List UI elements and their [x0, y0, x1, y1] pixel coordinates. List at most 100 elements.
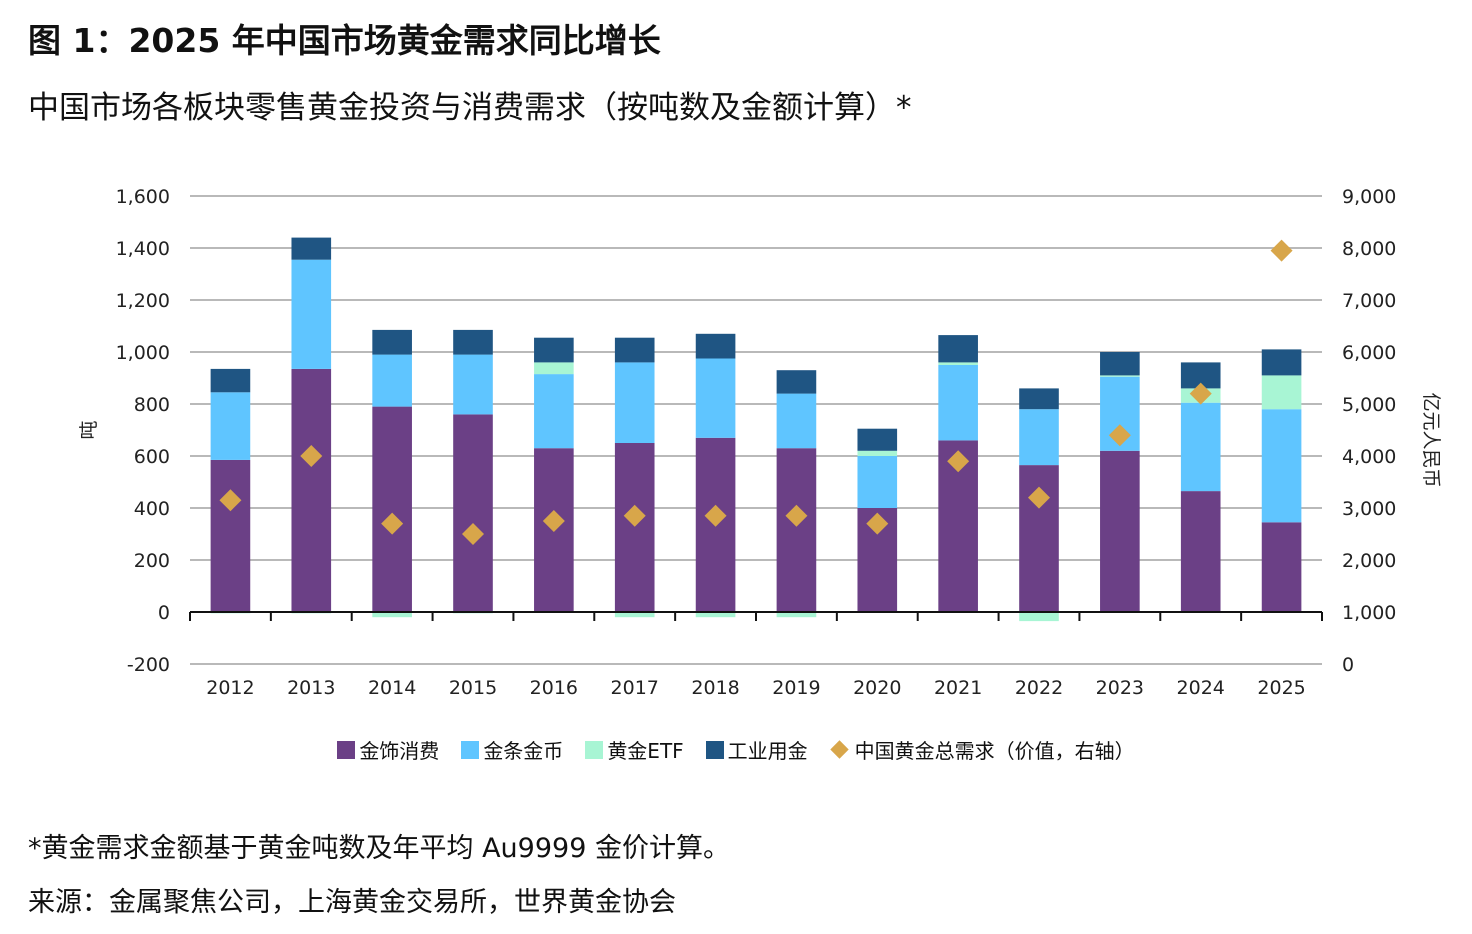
- value-marker: [623, 504, 646, 527]
- x-tick-label: 2013: [287, 677, 335, 699]
- legend-swatch-value: [829, 740, 849, 759]
- bar-etf: [1019, 612, 1059, 622]
- bar-jewellery: [614, 443, 655, 612]
- bar-etf: [776, 612, 817, 618]
- y-tick-label-right: 5,000: [1342, 394, 1396, 416]
- y-tick-label-left: 1,400: [116, 238, 170, 260]
- bar-bar_coin: [857, 456, 898, 508]
- bar-etf: [938, 362, 978, 365]
- x-tick-label: 2012: [206, 677, 254, 699]
- y-tick-label-left: 1,600: [116, 186, 170, 208]
- legend-label-industrial: 工业用金: [727, 739, 808, 763]
- bar-industrial: [210, 368, 251, 393]
- axes: [189, 611, 1323, 621]
- bar-jewellery: [1261, 522, 1302, 612]
- bar-jewellery: [372, 406, 412, 612]
- legend: 金饰消费 金条金币 黄金ETF 工业用金 中国黄金总需求（价值，右轴）: [0, 735, 1472, 764]
- y-tick-label-right: 2,000: [1342, 550, 1396, 572]
- bar-bar_coin: [776, 393, 817, 449]
- bar-bar_coin: [210, 392, 251, 460]
- chart: 1,600 1,400 1,200 1,000 800 600 400 200 0 -200 9,0…: [78, 186, 1442, 699]
- y-tick-label-left: 0: [158, 602, 170, 624]
- x-tick-label: 2017: [611, 677, 659, 699]
- legend-item-industrial: 工业用金: [705, 735, 808, 764]
- bar-industrial: [291, 237, 332, 260]
- value-marker: [1028, 486, 1050, 509]
- y-tick-label-right: 3,000: [1342, 498, 1396, 520]
- value-marker: [704, 504, 727, 527]
- bar-jewellery: [291, 368, 332, 612]
- bar-industrial: [1019, 388, 1059, 410]
- bar-bar_coin: [695, 358, 736, 438]
- x-tick-label: 2023: [1096, 677, 1144, 699]
- bar-industrial: [938, 335, 978, 363]
- value-marker: [866, 512, 889, 535]
- bars: [210, 237, 1302, 622]
- bar-bar_coin: [1261, 409, 1302, 523]
- bar-bar_coin: [291, 259, 332, 369]
- legend-swatch-jewellery: [337, 740, 356, 759]
- value-marker: [785, 504, 808, 527]
- y-tick-label-left: -200: [127, 654, 170, 676]
- y-tick-label-left: 800: [134, 394, 170, 416]
- legend-item-bar-coin: 金条金币: [461, 735, 563, 764]
- legend-label-value: 中国黄金总需求（价值，右轴）: [854, 739, 1135, 763]
- bar-industrial: [857, 428, 898, 451]
- legend-swatch-bar-coin: [461, 740, 480, 759]
- x-tick-label: 2018: [691, 677, 739, 699]
- legend-item-jewellery: 金饰消费: [337, 735, 439, 764]
- y-tick-label-right: 7,000: [1342, 290, 1396, 312]
- legend-item-value: 中国黄金总需求（价值，右轴）: [829, 735, 1135, 764]
- legend-swatch-industrial: [705, 740, 724, 759]
- value-marker: [947, 450, 970, 473]
- y-tick-label-right: 6,000: [1342, 342, 1396, 364]
- value-markers: [219, 239, 1293, 545]
- bar-jewellery: [210, 459, 251, 612]
- legend-label-etf: 黄金ETF: [607, 739, 684, 763]
- y-tick-label-right: 8,000: [1342, 238, 1396, 260]
- bar-jewellery: [1180, 491, 1221, 612]
- x-tick-label: 2022: [1015, 677, 1063, 699]
- bar-bar_coin: [614, 362, 655, 443]
- bar-industrial: [614, 337, 655, 363]
- x-tick-label: 2014: [368, 677, 416, 699]
- value-marker: [300, 445, 323, 467]
- x-tick-label: 2019: [772, 677, 820, 699]
- chart-title: 图 1：2025 年中国市场黄金需求同比增长: [28, 21, 661, 60]
- bar-bar_coin: [1180, 402, 1221, 492]
- x-tick-label: 2025: [1257, 677, 1305, 699]
- y-axis-title-right: 亿元人民币: [1420, 392, 1442, 487]
- x-tick-label: 2024: [1177, 677, 1225, 699]
- bar-industrial: [776, 370, 817, 394]
- value-marker: [1189, 382, 1212, 405]
- footnote: *黄金需求金额基于黄金吨数及年平均 Au9999 金价计算。: [28, 833, 730, 864]
- bar-industrial: [372, 329, 412, 355]
- bar-etf: [534, 362, 574, 375]
- bar-etf: [695, 612, 736, 618]
- bar-etf: [372, 612, 412, 618]
- legend-label-bar-coin: 金条金币: [483, 739, 564, 763]
- y-tick-label-left: 1,200: [116, 290, 170, 312]
- bar-etf: [1100, 375, 1140, 377]
- y-tick-label-left: 400: [134, 498, 170, 520]
- bar-jewellery: [1100, 450, 1140, 612]
- legend-item-etf: 黄金ETF: [585, 735, 684, 764]
- bar-bar_coin: [453, 354, 493, 415]
- legend-label-jewellery: 金饰消费: [359, 739, 440, 763]
- bar-etf: [857, 450, 898, 456]
- bar-bar_coin: [1019, 409, 1059, 466]
- bar-bar_coin: [938, 365, 978, 441]
- bar-industrial: [453, 329, 493, 355]
- bar-industrial: [695, 333, 736, 359]
- source-note: 来源：金属聚焦公司，上海黄金交易所，世界黄金协会: [28, 887, 676, 918]
- value-marker: [381, 512, 404, 535]
- value-marker: [1108, 424, 1131, 447]
- value-marker: [462, 523, 484, 545]
- bar-industrial: [534, 337, 574, 363]
- legend-swatch-etf: [585, 740, 604, 759]
- y-tick-label-left: 600: [134, 446, 170, 468]
- x-tick-label: 2020: [853, 677, 901, 699]
- value-marker: [542, 510, 565, 532]
- y-tick-label-right: 1,000: [1342, 602, 1396, 624]
- y-tick-label-left: 1,000: [116, 342, 170, 364]
